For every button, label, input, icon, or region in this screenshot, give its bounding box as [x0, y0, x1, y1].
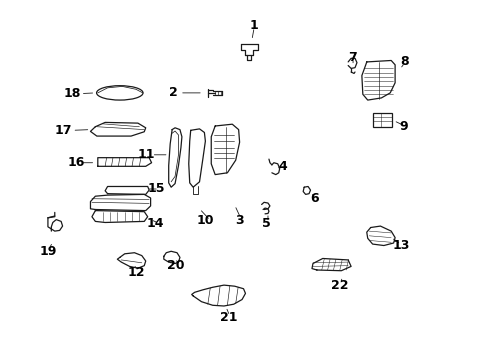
Text: 10: 10	[196, 214, 214, 227]
Text: 19: 19	[39, 245, 57, 258]
Text: 7: 7	[347, 51, 356, 64]
Text: 1: 1	[249, 19, 258, 32]
Text: 21: 21	[220, 311, 237, 324]
Text: 13: 13	[391, 239, 409, 252]
Text: 17: 17	[55, 124, 72, 137]
Text: 11: 11	[138, 148, 155, 161]
Text: 3: 3	[235, 214, 244, 227]
Text: 9: 9	[398, 120, 407, 132]
Text: 14: 14	[146, 217, 164, 230]
Text: 18: 18	[63, 87, 81, 100]
Text: 5: 5	[262, 217, 270, 230]
Text: 8: 8	[400, 55, 408, 68]
Text: 20: 20	[167, 259, 184, 272]
Text: 12: 12	[127, 266, 144, 279]
Text: 16: 16	[67, 156, 84, 169]
Text: 6: 6	[309, 192, 318, 205]
Text: 4: 4	[278, 160, 286, 173]
Text: 22: 22	[330, 279, 348, 292]
Text: 15: 15	[147, 183, 165, 195]
Text: 2: 2	[169, 86, 178, 99]
Bar	[372, 113, 391, 127]
